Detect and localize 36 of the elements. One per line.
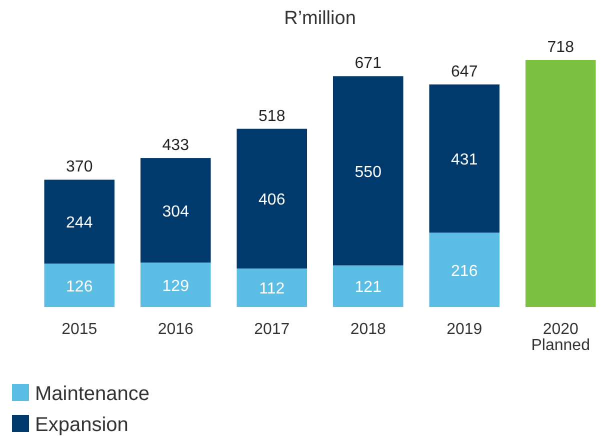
x-tick-label: 2016: [158, 321, 194, 338]
data-label: 216: [451, 262, 478, 280]
bar: [525, 60, 596, 307]
data-label: 244: [66, 214, 93, 232]
total-label: 370: [66, 158, 93, 176]
data-label: 126: [66, 278, 93, 296]
x-tick-label: 2015: [62, 321, 98, 338]
chart-title: R’million: [284, 8, 356, 29]
bar: [140, 158, 211, 263]
total-label: 647: [451, 63, 478, 80]
data-label: 431: [451, 152, 478, 169]
bar: [140, 262, 211, 307]
data-label: 304: [162, 203, 190, 220]
x-tick-label: 2017: [254, 321, 290, 338]
data-label: 121: [354, 279, 382, 296]
legend-label: Maintenance: [35, 383, 150, 405]
bar: [44, 264, 115, 307]
bar: [236, 128, 308, 268]
x-tick-label: 2020 Planned: [531, 321, 590, 354]
data-label: 112: [259, 280, 285, 298]
bar: [332, 76, 404, 266]
data-label: 550: [354, 164, 382, 181]
bar: [236, 268, 308, 307]
bar: [44, 180, 115, 264]
data-label: 406: [258, 192, 286, 209]
legend-label: Expansion: [35, 414, 128, 436]
data-label: 129: [162, 278, 190, 295]
bar: [332, 265, 404, 307]
total-label: 518: [258, 108, 286, 125]
bar: [429, 84, 500, 233]
total-label: 718: [547, 39, 574, 56]
total-label: 433: [162, 137, 190, 154]
bar: [429, 232, 500, 307]
x-tick-label: 2019: [446, 321, 482, 338]
x-tick-label: 2018: [350, 321, 386, 338]
total-label: 671: [354, 55, 382, 72]
